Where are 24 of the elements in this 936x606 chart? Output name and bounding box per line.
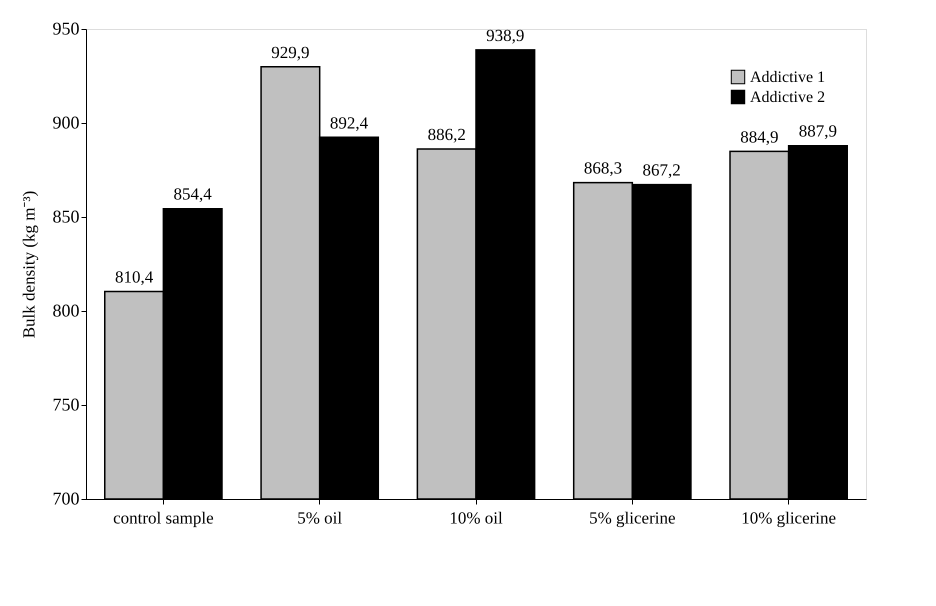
data-label: 929,9 (271, 42, 310, 62)
data-label: 892,4 (330, 113, 369, 132)
data-label: 854,4 (174, 184, 212, 204)
data-label: 884,9 (740, 127, 778, 146)
x-tick-label: 5% oil (297, 508, 342, 528)
legend-label: Addictive 2 (750, 89, 826, 106)
y-tick-label: 850 (52, 206, 80, 226)
data-label: 868,3 (584, 158, 622, 178)
data-label: 810,4 (114, 267, 154, 286)
data-label: 867,2 (642, 160, 681, 180)
x-tick-label: 10% glicerine (741, 508, 836, 528)
x-tick-label: control sample (113, 508, 214, 528)
legend-label: Addictive 1 (750, 69, 826, 86)
y-tick-label: 950 (52, 18, 80, 38)
y-tick-label: 900 (52, 112, 80, 132)
y-tick-label: 700 (52, 488, 80, 508)
data-label: 886,2 (428, 124, 466, 144)
y-axis-title: Bulk density (kg m⁻³) (20, 190, 38, 338)
y-tick-label: 750 (52, 394, 80, 414)
x-tick-label: 5% glicerine (589, 508, 676, 528)
x-tick-label: 10% oil (449, 508, 503, 528)
data-label: 938,9 (486, 26, 524, 45)
y-tick-label: 800 (52, 300, 80, 320)
data-label: 887,9 (798, 122, 838, 141)
